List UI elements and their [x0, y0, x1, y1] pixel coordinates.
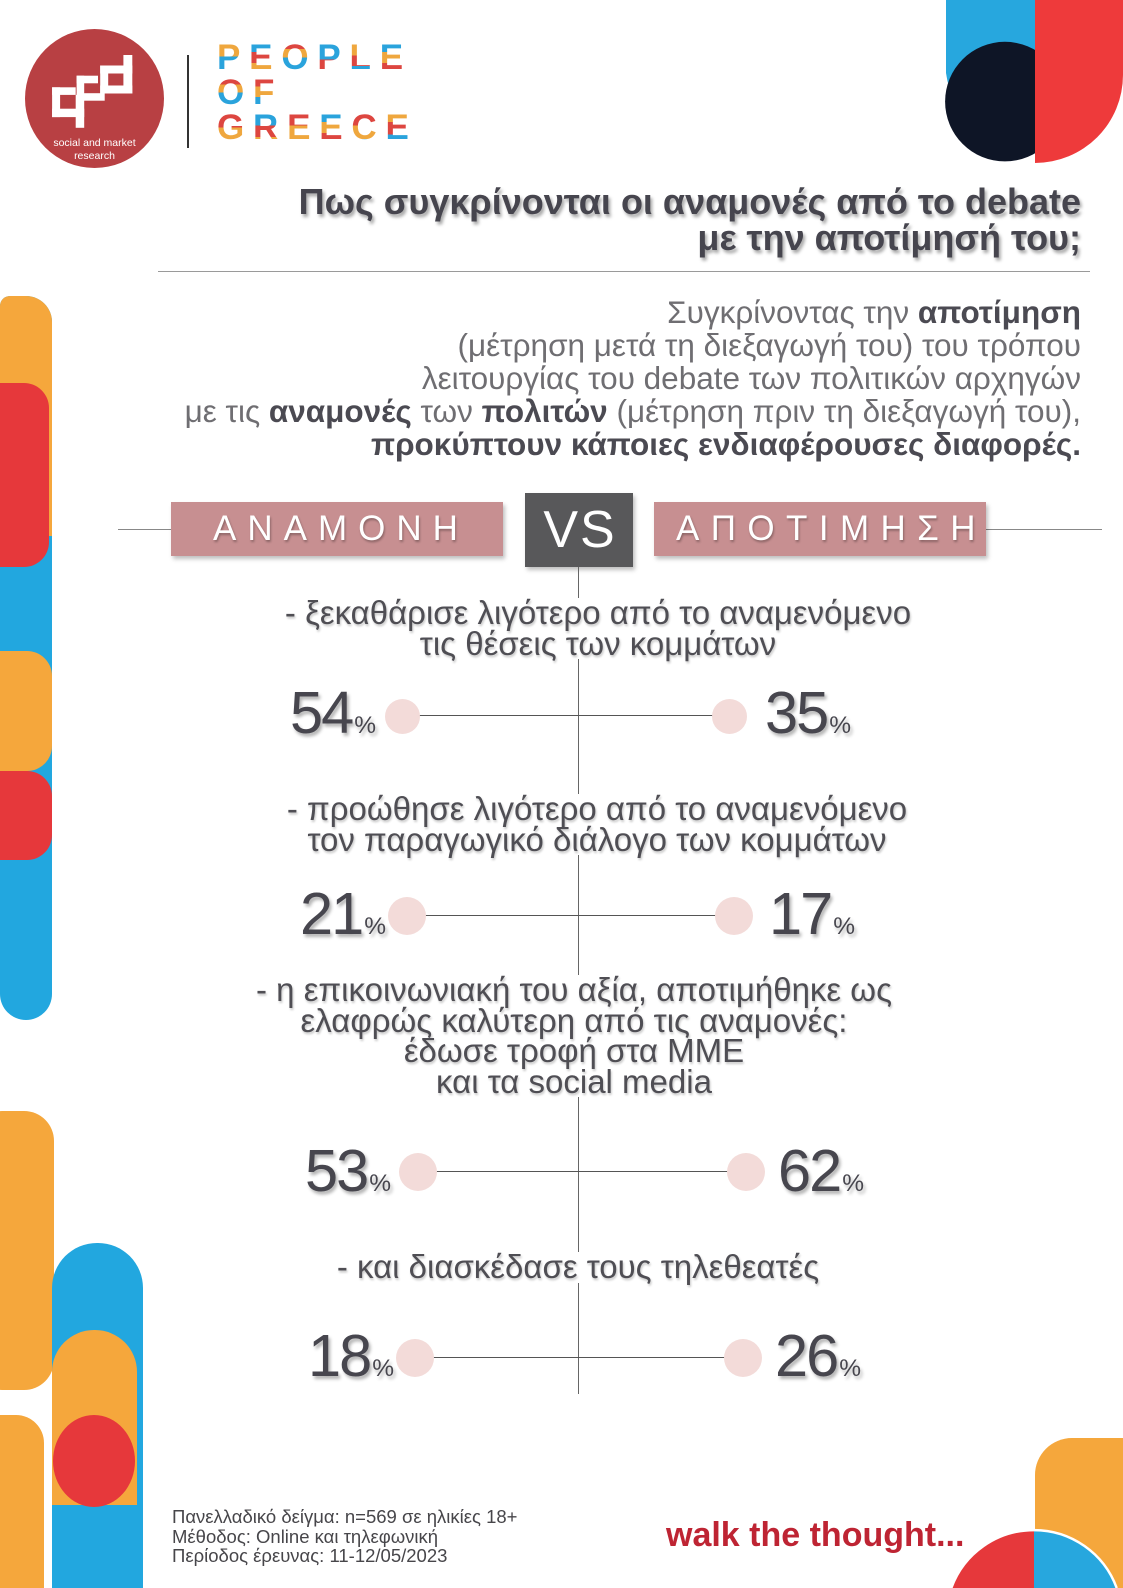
svg-text:research: research: [74, 150, 115, 162]
svg-text:social and market: social and market: [53, 137, 135, 149]
